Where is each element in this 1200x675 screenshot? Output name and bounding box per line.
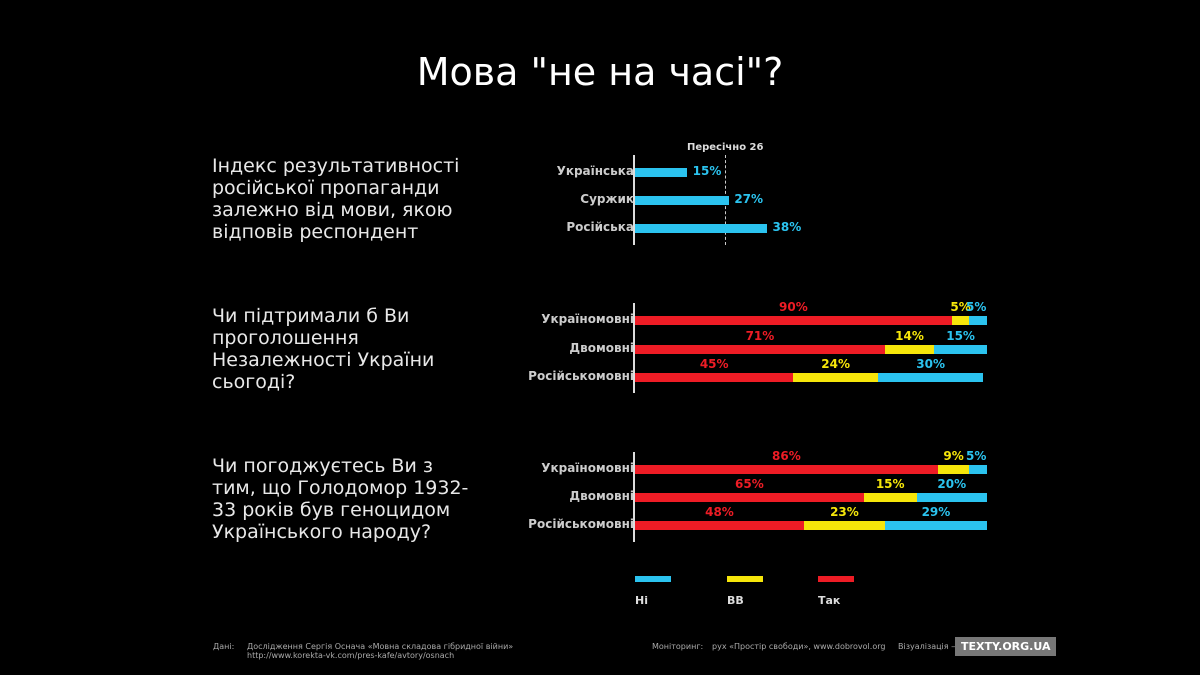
bar-segment-ni bbox=[969, 316, 987, 325]
bar-segment-ni bbox=[877, 373, 984, 382]
category-label: Україномовні bbox=[541, 312, 634, 326]
value-label: 15% bbox=[875, 477, 905, 491]
bar-segment-vv bbox=[937, 465, 970, 474]
page-title: Мова "не на часі"? bbox=[416, 50, 784, 94]
value-label: 5% bbox=[950, 300, 971, 314]
category-label: Українська bbox=[556, 164, 634, 178]
category-label: Двомовні bbox=[569, 341, 634, 355]
bar-segment-tak bbox=[635, 373, 794, 382]
value-label: 14% bbox=[895, 329, 924, 343]
value-label: 29% bbox=[921, 505, 951, 519]
value-label: 86% bbox=[771, 449, 801, 463]
value-label: 38% bbox=[772, 220, 802, 234]
value-label: 5% bbox=[966, 300, 987, 314]
bar bbox=[635, 196, 729, 205]
bar-segment-vv bbox=[951, 316, 970, 325]
texty-logo[interactable]: TEXTY.ORG.UA bbox=[955, 637, 1057, 656]
category-label: Суржик bbox=[580, 192, 634, 206]
category-label: Російська bbox=[566, 220, 634, 234]
value-label: 15% bbox=[692, 164, 722, 178]
value-label: 15% bbox=[946, 329, 975, 343]
question-1: Індекс результативності російської пропа… bbox=[212, 155, 460, 243]
axis-line bbox=[633, 303, 635, 393]
footer-monitoring-label: Моніторинг: bbox=[652, 642, 704, 651]
bar bbox=[635, 224, 767, 233]
bar-segment-vv bbox=[884, 345, 935, 354]
bar-segment-ni bbox=[884, 521, 987, 530]
value-label: 48% bbox=[705, 505, 734, 519]
average-label: Пересічно 26 bbox=[686, 142, 764, 153]
value-label: 71% bbox=[745, 329, 775, 343]
footer-data-label: Дані: bbox=[213, 642, 235, 651]
bar-segment-tak bbox=[635, 465, 938, 474]
legend-swatch-tak bbox=[818, 576, 854, 582]
bar-segment-vv bbox=[863, 493, 917, 502]
category-label: Україномовні bbox=[541, 461, 634, 475]
bar-segment-vv bbox=[803, 521, 885, 530]
footer-data-text: Дослідження Сергія Оснача «Мовна складов… bbox=[247, 642, 514, 651]
footer-monitoring-text: рух «Простір свободи», www.dobrovol.org bbox=[712, 642, 886, 651]
legend-swatch-ni bbox=[635, 576, 671, 582]
bar-segment-tak bbox=[635, 345, 885, 354]
legend-swatch-vv bbox=[727, 576, 763, 582]
axis-line bbox=[633, 452, 635, 542]
footer-viz-label: Візуалізація — bbox=[898, 642, 960, 651]
value-label: 45% bbox=[699, 357, 729, 371]
axis-line bbox=[633, 155, 635, 245]
bar bbox=[635, 168, 688, 177]
value-label: 24% bbox=[821, 357, 850, 371]
bar-segment-tak bbox=[635, 493, 864, 502]
bar-segment-ni bbox=[916, 493, 987, 502]
category-label: Двомовні bbox=[569, 489, 634, 503]
value-label: 65% bbox=[735, 477, 764, 491]
value-label: 90% bbox=[779, 300, 808, 314]
value-label: 30% bbox=[916, 357, 946, 371]
value-label: 20% bbox=[937, 477, 967, 491]
value-label: 23% bbox=[830, 505, 859, 519]
value-label: 5% bbox=[966, 449, 987, 463]
bar-segment-tak bbox=[635, 316, 952, 325]
bar-segment-vv bbox=[793, 373, 878, 382]
footer-data-url[interactable]: http://www.korekta-vk.com/pres-kafe/avto… bbox=[247, 651, 455, 660]
value-label: 27% bbox=[734, 192, 764, 206]
category-label: Російськомовні bbox=[528, 369, 634, 383]
question-2: Чи підтримали б Ви проголошення Незалежн… bbox=[212, 305, 435, 393]
category-label: Російськомовні bbox=[528, 517, 634, 531]
bar-segment-ni bbox=[969, 465, 987, 474]
bar-segment-tak bbox=[635, 521, 804, 530]
bar-segment-ni bbox=[934, 345, 987, 354]
question-3: Чи погоджуєтесь Ви з тим, що Голодомор 1… bbox=[212, 455, 469, 543]
legend-label: Ні bbox=[635, 594, 648, 607]
value-label: 9% bbox=[943, 449, 964, 463]
legend-label: Так bbox=[818, 594, 841, 607]
legend-label: ВВ bbox=[727, 594, 744, 607]
